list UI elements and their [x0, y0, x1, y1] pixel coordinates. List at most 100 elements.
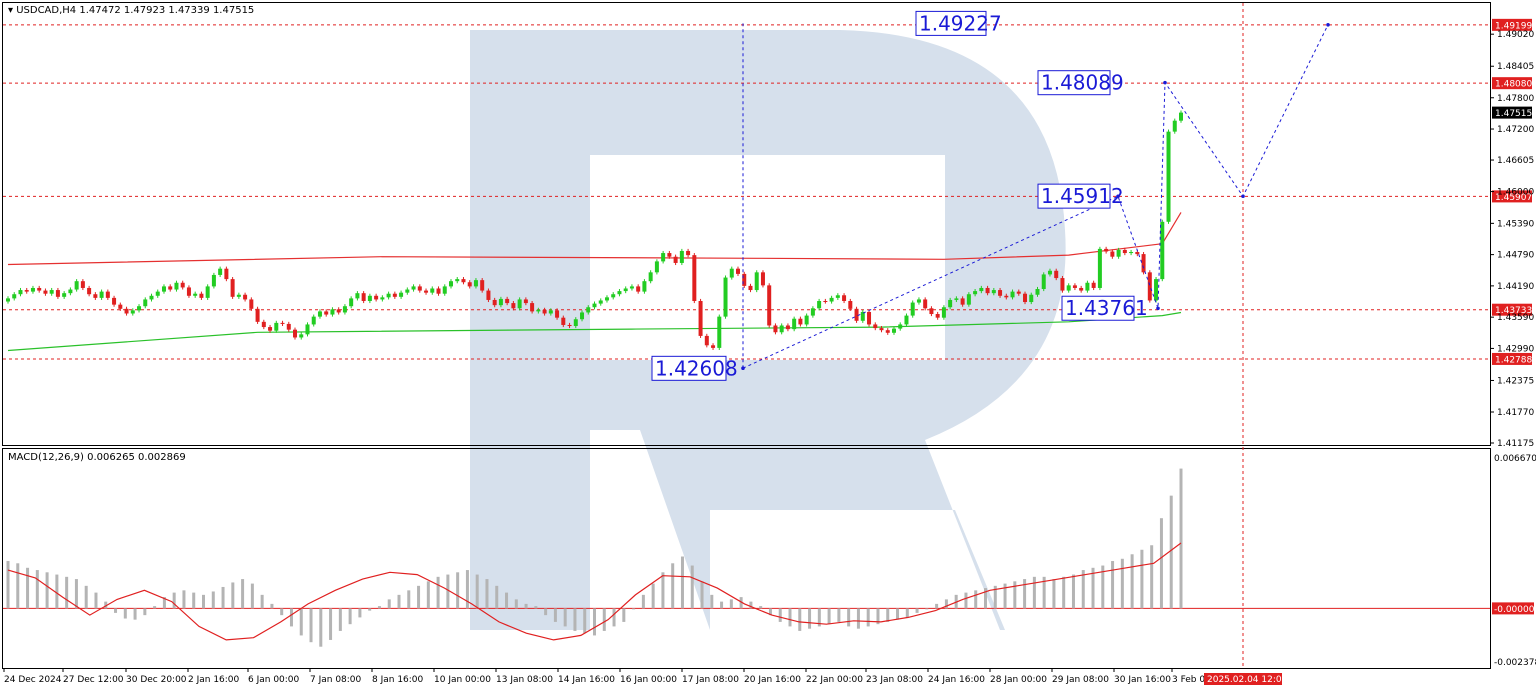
macd-panel-frame: [2, 448, 1491, 669]
macd-histogram-bar: [221, 586, 225, 609]
macd-histogram-bar: [524, 603, 528, 609]
macd-histogram-bar: [260, 594, 264, 609]
bull-candle: [779, 325, 784, 333]
macd-histogram-bar: [1071, 574, 1075, 609]
bear-candle: [180, 282, 185, 288]
bull-candle: [941, 307, 946, 318]
bull-candle: [617, 291, 622, 295]
level-price-text: 1.45907: [1495, 193, 1532, 203]
bull-candle: [236, 294, 241, 297]
bull-candle: [623, 288, 628, 292]
bear-candle: [461, 279, 466, 283]
bull-candle: [973, 291, 978, 295]
bull-candle: [448, 281, 453, 287]
bull-candle: [1041, 274, 1046, 290]
macd-tick-label: 0.006670: [1494, 454, 1536, 464]
bull-candle: [829, 297, 834, 302]
macd-histogram-bar: [319, 608, 323, 647]
bear-candle: [667, 253, 672, 257]
bull-candle: [1029, 294, 1034, 303]
bear-candle: [93, 294, 98, 298]
bear-candle: [224, 268, 229, 280]
macd-histogram-bar: [16, 563, 20, 609]
time-tick-label: 8 Jan 16:00: [372, 675, 424, 685]
bull-candle: [898, 324, 903, 329]
macd-histogram-bar: [1111, 561, 1115, 609]
macd-histogram-bar: [993, 585, 997, 609]
bull-candle: [399, 292, 404, 297]
macd-histogram-bar: [133, 608, 137, 620]
time-tick-label: 28 Jan 00:00: [990, 675, 1047, 685]
time-tick-label: 10 Jan 00:00: [434, 675, 491, 685]
macd-histogram-bar: [436, 576, 440, 609]
macd-histogram-bar: [1052, 579, 1056, 609]
bull-candle: [1097, 248, 1102, 288]
bull-candle: [155, 291, 160, 296]
macd-histogram-bar: [788, 608, 792, 627]
price-annotations: 1.49227 1.48089 1.45912 1.43761 1.42608: [651, 10, 1148, 381]
bear-candle: [567, 324, 572, 327]
bull-candle: [536, 309, 541, 312]
bull-candle: [18, 290, 23, 295]
current-price-text: 1.47515: [1495, 109, 1532, 119]
macd-histogram-bar: [358, 608, 362, 618]
macd-histogram-bar: [280, 608, 284, 616]
bull-candle: [642, 281, 647, 292]
bull-candle: [455, 279, 460, 282]
bull-candle: [330, 309, 335, 315]
watermark-logo: [470, 30, 1066, 630]
bear-candle: [767, 285, 772, 326]
bull-candle: [592, 303, 597, 308]
macd-histogram-bar: [202, 594, 205, 609]
bear-candle: [842, 295, 847, 301]
macd-histogram-bar: [808, 608, 812, 629]
bear-candle: [324, 311, 329, 315]
macd-histogram-bar: [1091, 567, 1095, 609]
macd-histogram-bar: [680, 556, 684, 609]
macd-histogram-bar: [55, 574, 59, 609]
price-tick-label: 1.42990: [1497, 344, 1534, 354]
bull-candle: [130, 310, 135, 314]
price-axis: 1.49020 1.48405 1.47800 1.47200 1.46605 1.460…: [1490, 30, 1534, 449]
bull-candle: [218, 268, 223, 275]
macd-histogram-bar: [84, 585, 88, 609]
bear-candle: [960, 298, 965, 305]
bear-candle: [1091, 282, 1096, 288]
bear-candle: [374, 295, 379, 300]
bear-candle: [37, 287, 42, 291]
annotation-text: 1.49227: [919, 11, 1002, 35]
bear-candle: [118, 304, 123, 309]
bear-candle: [1079, 287, 1084, 291]
macd-histogram-bar: [1120, 558, 1124, 609]
bull-candle: [860, 311, 865, 321]
macd-histogram-bar: [935, 603, 939, 609]
macd-histogram-bar: [377, 606, 381, 609]
bear-candle: [542, 309, 547, 314]
level-price-tag: [1492, 77, 1532, 90]
bull-candle: [910, 302, 915, 316]
bull-candle: [817, 300, 822, 309]
macd-histogram-bar: [974, 590, 978, 609]
macd-histogram-bar: [1159, 518, 1163, 609]
macd-histogram-bar: [94, 592, 98, 609]
macd-indicator: -0.000000 0.006670 -0.002378: [3, 454, 1536, 668]
macd-zero-tag: [1492, 602, 1534, 615]
bull-candle: [49, 290, 54, 294]
bear-candle: [673, 256, 678, 263]
price-tick-label: 1.48405: [1497, 62, 1534, 72]
bull-candle: [648, 272, 653, 282]
macd-histogram-bar: [1081, 570, 1085, 609]
macd-histogram-bar: [984, 588, 987, 609]
bear-candle: [879, 328, 884, 331]
level-price-tag: [1492, 352, 1532, 365]
macd-histogram-bar: [964, 592, 968, 609]
macd-histogram-bar: [827, 608, 831, 625]
macd-histogram-bar: [759, 606, 763, 609]
macd-histogram-bar: [1062, 576, 1066, 609]
time-tick-label: 24 Jan 16:00: [928, 675, 985, 685]
macd-histogram-bar: [211, 591, 215, 609]
collapse-triangle-icon[interactable]: ▾: [8, 5, 16, 16]
macd-histogram-bar: [837, 608, 841, 622]
macd-histogram-bar: [123, 608, 127, 619]
bull-candle: [717, 316, 722, 348]
